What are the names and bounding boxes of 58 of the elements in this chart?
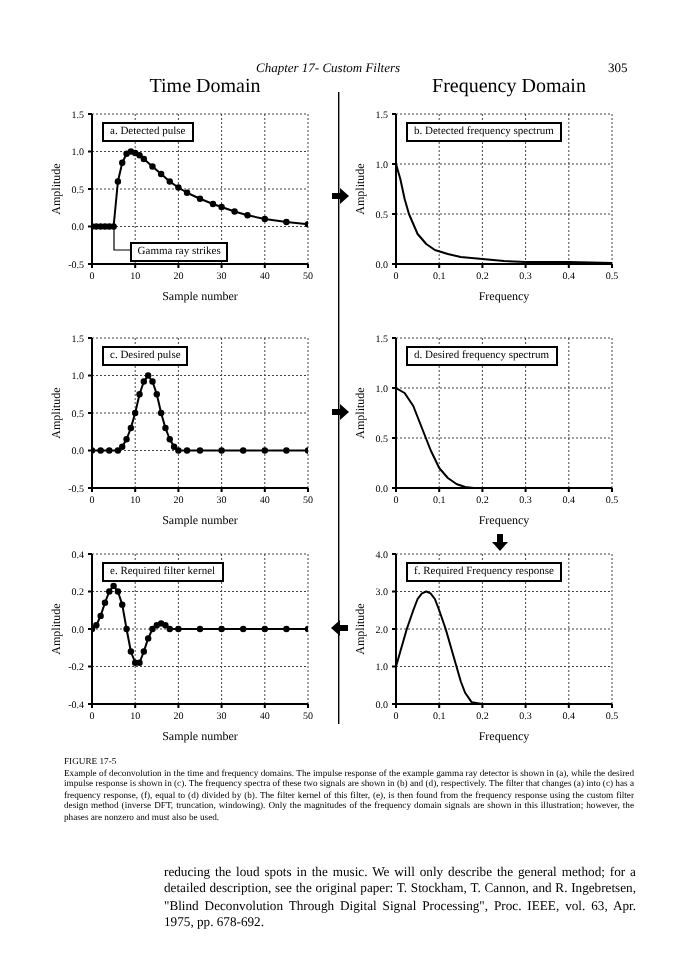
point	[127, 424, 135, 432]
point	[162, 424, 169, 432]
point	[218, 447, 225, 454]
point	[101, 599, 109, 606]
chart-title: Frequency Domain	[430, 76, 588, 102]
point	[183, 189, 191, 196]
point	[231, 208, 238, 215]
point	[144, 635, 152, 642]
point	[123, 436, 130, 443]
point	[157, 170, 165, 178]
point	[196, 625, 204, 633]
point	[106, 588, 113, 595]
point	[170, 443, 178, 450]
point	[166, 436, 173, 443]
point	[119, 601, 126, 608]
point	[283, 625, 290, 633]
point	[140, 155, 148, 163]
point	[136, 391, 143, 398]
point	[97, 447, 104, 454]
point	[175, 625, 182, 633]
point	[140, 378, 148, 385]
point	[196, 447, 204, 454]
point	[114, 588, 122, 595]
point	[106, 447, 113, 454]
point	[261, 447, 268, 454]
point	[149, 378, 156, 385]
point	[114, 447, 122, 454]
point	[119, 159, 126, 166]
point	[166, 178, 173, 185]
point	[218, 625, 225, 633]
point	[218, 203, 225, 211]
point	[153, 391, 160, 398]
point	[149, 163, 156, 170]
point	[283, 218, 290, 226]
point	[140, 648, 148, 655]
point	[196, 195, 204, 202]
point	[244, 212, 251, 219]
point	[261, 215, 268, 223]
point	[157, 409, 165, 417]
point	[132, 409, 139, 417]
point	[97, 612, 104, 620]
point	[123, 625, 130, 633]
point	[175, 447, 182, 454]
point	[144, 372, 152, 379]
chart-title: Time Domain	[147, 76, 263, 102]
point	[240, 447, 247, 454]
point	[209, 200, 217, 208]
point	[110, 582, 117, 590]
point	[240, 625, 247, 633]
point	[175, 184, 182, 191]
point	[166, 625, 173, 633]
point	[119, 443, 126, 450]
point	[183, 447, 191, 454]
point	[114, 178, 122, 185]
point	[261, 625, 268, 633]
point	[162, 622, 169, 629]
point	[283, 447, 290, 454]
point	[127, 648, 135, 655]
